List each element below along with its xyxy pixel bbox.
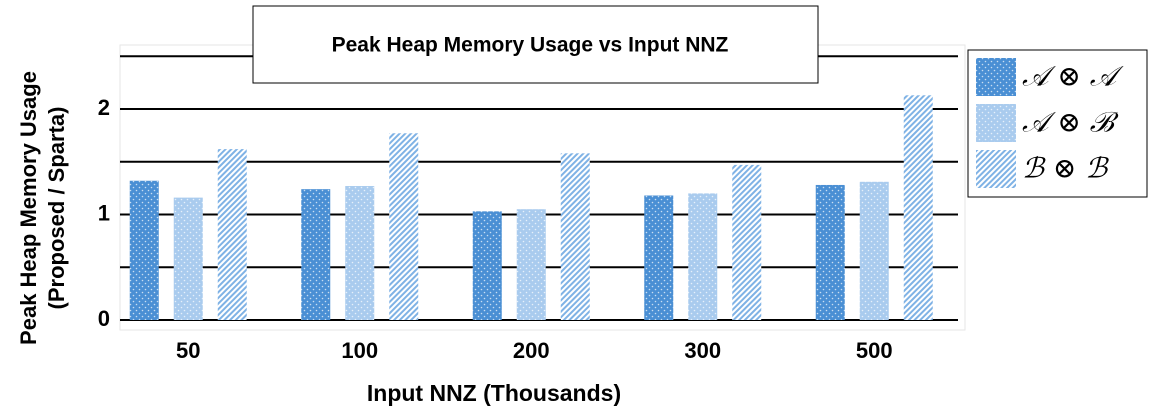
x-tick-label: 50 xyxy=(176,338,200,363)
bar xyxy=(688,193,718,320)
x-tick-label: 100 xyxy=(341,338,378,363)
y-tick-label: 0 xyxy=(98,306,110,331)
bar xyxy=(472,211,502,320)
x-tick-label: 300 xyxy=(684,338,721,363)
y-axis-title: Peak Heap Memory Usage xyxy=(16,71,41,345)
y-tick-label: 2 xyxy=(98,95,110,120)
y-tick-label: 1 xyxy=(98,200,110,225)
x-tick-label: 500 xyxy=(856,338,893,363)
bar xyxy=(815,184,845,320)
x-axis-title: Input NNZ (Thousands) xyxy=(367,380,621,406)
bar xyxy=(859,181,889,320)
bar xyxy=(129,180,159,320)
bar xyxy=(173,197,203,320)
legend-label: ℬ ⊗ ℬ xyxy=(1022,152,1109,185)
y-axis-title: (Proposed / Sparta) xyxy=(44,107,69,310)
bar xyxy=(560,153,590,320)
bar xyxy=(516,209,546,320)
chart-title: Peak Heap Memory Usage vs Input NNZ xyxy=(332,34,729,57)
bar xyxy=(732,164,762,320)
bar xyxy=(217,149,247,320)
legend-label: 𝒜 ⊗ 𝒜 xyxy=(1022,60,1124,93)
x-tick-label: 200 xyxy=(513,338,550,363)
bar xyxy=(389,133,419,320)
bar xyxy=(345,186,375,320)
bar xyxy=(644,195,674,320)
bar xyxy=(301,189,331,320)
legend-swatch xyxy=(976,104,1016,142)
legend-label: 𝒜 ⊗ ℬ xyxy=(1022,106,1119,139)
legend-swatch xyxy=(976,150,1016,188)
title-box xyxy=(252,5,819,84)
bar xyxy=(903,95,933,320)
legend-swatch xyxy=(976,58,1016,96)
